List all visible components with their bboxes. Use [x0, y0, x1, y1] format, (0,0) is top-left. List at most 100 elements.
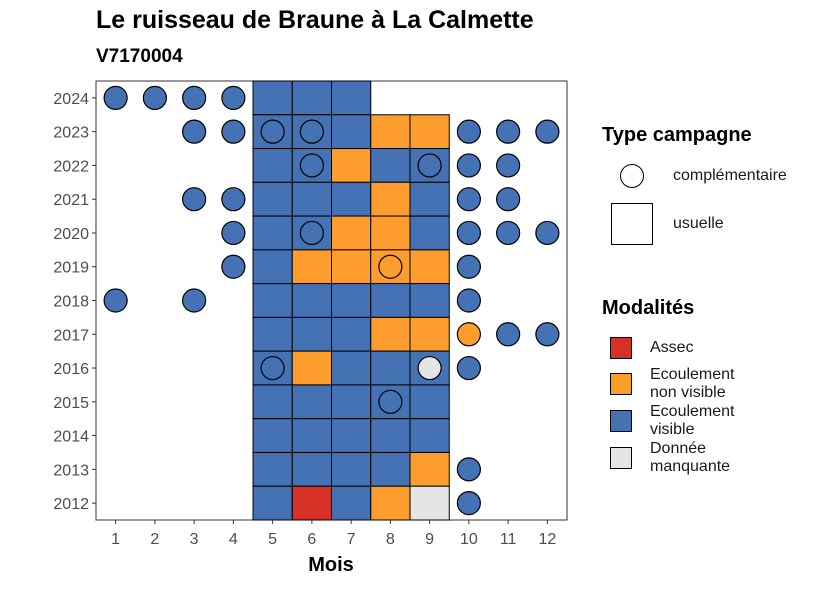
y-tick-label: 2022 [53, 158, 89, 175]
complementaire-point [378, 389, 403, 414]
x-tick-label: 8 [386, 531, 395, 548]
usuelle-tile [331, 181, 372, 217]
complementaire-point [182, 288, 207, 313]
usuelle-tile [331, 215, 372, 251]
usuelle-tile [252, 148, 293, 183]
complementaire-point [456, 187, 481, 212]
plot-area [95, 80, 568, 521]
usuelle-tile [331, 451, 372, 487]
complementaire-point [456, 254, 481, 279]
complementaire-point [456, 119, 481, 144]
complementaire-point [496, 153, 521, 178]
usuelle-tile [331, 249, 372, 285]
complementaire-point [456, 491, 481, 516]
usuelle-tile [409, 384, 450, 420]
complementaire-point [417, 153, 442, 178]
complementaire-point [456, 457, 481, 482]
usuelle-tile [370, 316, 411, 352]
legend-mod-label: Ecoulement non visible [650, 366, 735, 401]
complementaire-point [182, 119, 207, 144]
usuelle-tile [291, 181, 332, 217]
legend-type-title: Type campagne [602, 124, 752, 146]
usuelle-tile [331, 485, 372, 521]
usuelle-tile [370, 148, 411, 183]
usuelle-tile [331, 384, 372, 420]
usuelle-tile [291, 316, 332, 352]
chart-title: Le ruisseau de Braune à La Calmette [96, 6, 534, 34]
usuelle-tile [331, 418, 372, 453]
complementaire-point [221, 254, 246, 279]
legend-mod-key [610, 447, 632, 469]
usuelle-tile [252, 485, 293, 521]
complementaire-point [496, 119, 521, 144]
y-tick-label: 2016 [53, 361, 89, 378]
usuelle-tile [252, 451, 293, 487]
usuelle-tile [252, 181, 293, 217]
x-axis-label: Mois [308, 554, 354, 576]
usuelle-tile [370, 350, 411, 386]
complementaire-point [221, 119, 246, 144]
x-tick-label: 3 [190, 531, 199, 548]
y-tick-label: 2017 [53, 327, 89, 344]
complementaire-point [260, 355, 285, 381]
usuelle-tile [370, 114, 411, 150]
usuelle-tile [409, 418, 450, 453]
usuelle-tile [331, 350, 372, 386]
usuelle-tile [409, 215, 450, 251]
usuelle-tile [409, 283, 450, 318]
legend-type-campagne: Type campagne complémentaire usuelle [602, 124, 822, 254]
y-axis: 2012 2013 2014 2015 2016 2017 2018 2019 2020 2021… [53, 91, 96, 513]
complementaire-point [103, 288, 128, 313]
x-tick-label: 1 [111, 531, 120, 548]
usuelle-tile [252, 316, 293, 352]
x-tick-label: 7 [347, 531, 356, 548]
usuelle-tile [252, 384, 293, 420]
usuelle-tile [291, 350, 332, 386]
complementaire-point [221, 85, 246, 110]
usuelle-tile [252, 283, 293, 318]
y-tick-label: 2023 [53, 125, 89, 142]
legend-square-key [611, 203, 653, 245]
complementaire-point [221, 220, 246, 246]
complementaire-point [535, 220, 560, 246]
complementaire-point [496, 322, 521, 347]
complementaire-point [299, 220, 324, 246]
legend-mod-title: Modalités [602, 297, 695, 319]
complementaire-point [182, 85, 207, 110]
usuelle-tile [409, 451, 450, 487]
usuelle-tile [370, 215, 411, 251]
y-tick-label: 2021 [53, 192, 89, 209]
usuelle-tile [331, 80, 372, 116]
complementaire-point [182, 187, 207, 212]
usuelle-tile [291, 418, 332, 453]
usuelle-tile [409, 316, 450, 352]
y-tick-label: 2012 [53, 496, 89, 513]
complementaire-point [221, 187, 246, 212]
x-tick-label: 10 [460, 531, 478, 548]
usuelle-tile [370, 485, 411, 521]
usuelle-tile [252, 215, 293, 251]
legend-circle-key [620, 164, 644, 188]
usuelle-tile [331, 316, 372, 352]
usuelle-tile [291, 451, 332, 487]
y-tick-label: 2020 [53, 226, 89, 243]
usuelle-tile [291, 249, 332, 285]
usuelle-tile [291, 80, 332, 116]
usuelle-tile [291, 384, 332, 420]
x-axis: 1 2 3 4 5 6 7 8 9 10 11 12 [111, 520, 556, 548]
y-tick-label: 2015 [53, 395, 89, 412]
complementaire-point [535, 322, 560, 347]
y-tick-label: 2013 [53, 462, 89, 479]
y-tick-label: 2024 [53, 91, 89, 108]
usuelle-tile [252, 80, 293, 116]
complementaire-point [456, 288, 481, 313]
complementaire-point [378, 254, 403, 279]
usuelle-tile [409, 114, 450, 150]
legend-type-item-usuelle: usuelle [673, 215, 724, 232]
complementaire-point [456, 322, 481, 347]
legend-type-item-complementaire: complémentaire [673, 167, 787, 184]
legend-mod-key [610, 337, 632, 359]
complementaire-point [535, 119, 560, 144]
legend-modalites: Modalités Assec Ecoulement non visible Eco… [602, 297, 822, 487]
